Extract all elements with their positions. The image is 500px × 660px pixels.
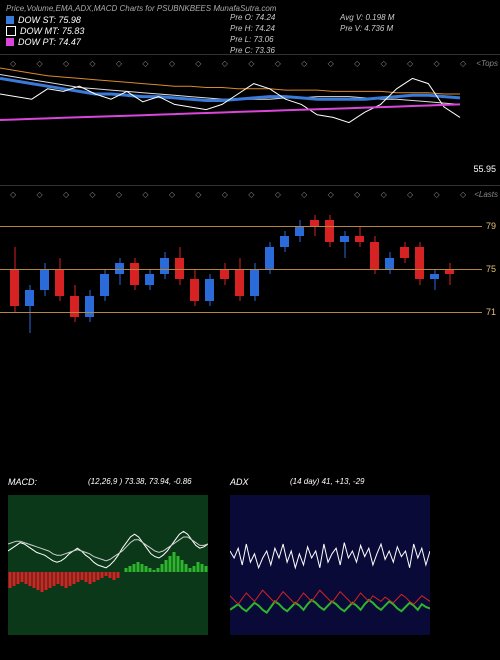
stats-volume: Avg V: 0.198 MPre V: 4.736 M (340, 12, 394, 34)
macd-label: MACD: (8, 477, 37, 487)
macd-title: MACD: (8, 477, 37, 487)
price-line-panel: ◇◇◇◇◇◇◇◇◇◇◇◇◇◇◇◇◇◇ <Tops 55.95 (0, 54, 500, 185)
volume-spacer-panel (0, 346, 500, 476)
macd-chart (8, 495, 208, 635)
candlestick-panel: ◇◇◇◇◇◇◇◇◇◇◇◇◇◇◇◇◇◇ <Lasts 797571 (0, 185, 500, 346)
price-lines-svg (0, 55, 480, 185)
chart-header: Price,Volume,EMA,ADX,MACD Charts for PSU… (0, 0, 500, 54)
adx-values: (14 day) 41, +13, -29 (290, 477, 365, 486)
adx-chart (230, 495, 430, 635)
macd-values: (12,26,9 ) 73.38, 73.94, -0.86 (88, 477, 192, 486)
adx-label: ADX (230, 477, 249, 487)
lasts-label: <Lasts (474, 190, 498, 199)
stats-ohlc: Pre O: 74.24Pre H: 74.24Pre L: 73.06Pre … (230, 12, 275, 56)
price-value-label: 55.95 (473, 164, 496, 174)
